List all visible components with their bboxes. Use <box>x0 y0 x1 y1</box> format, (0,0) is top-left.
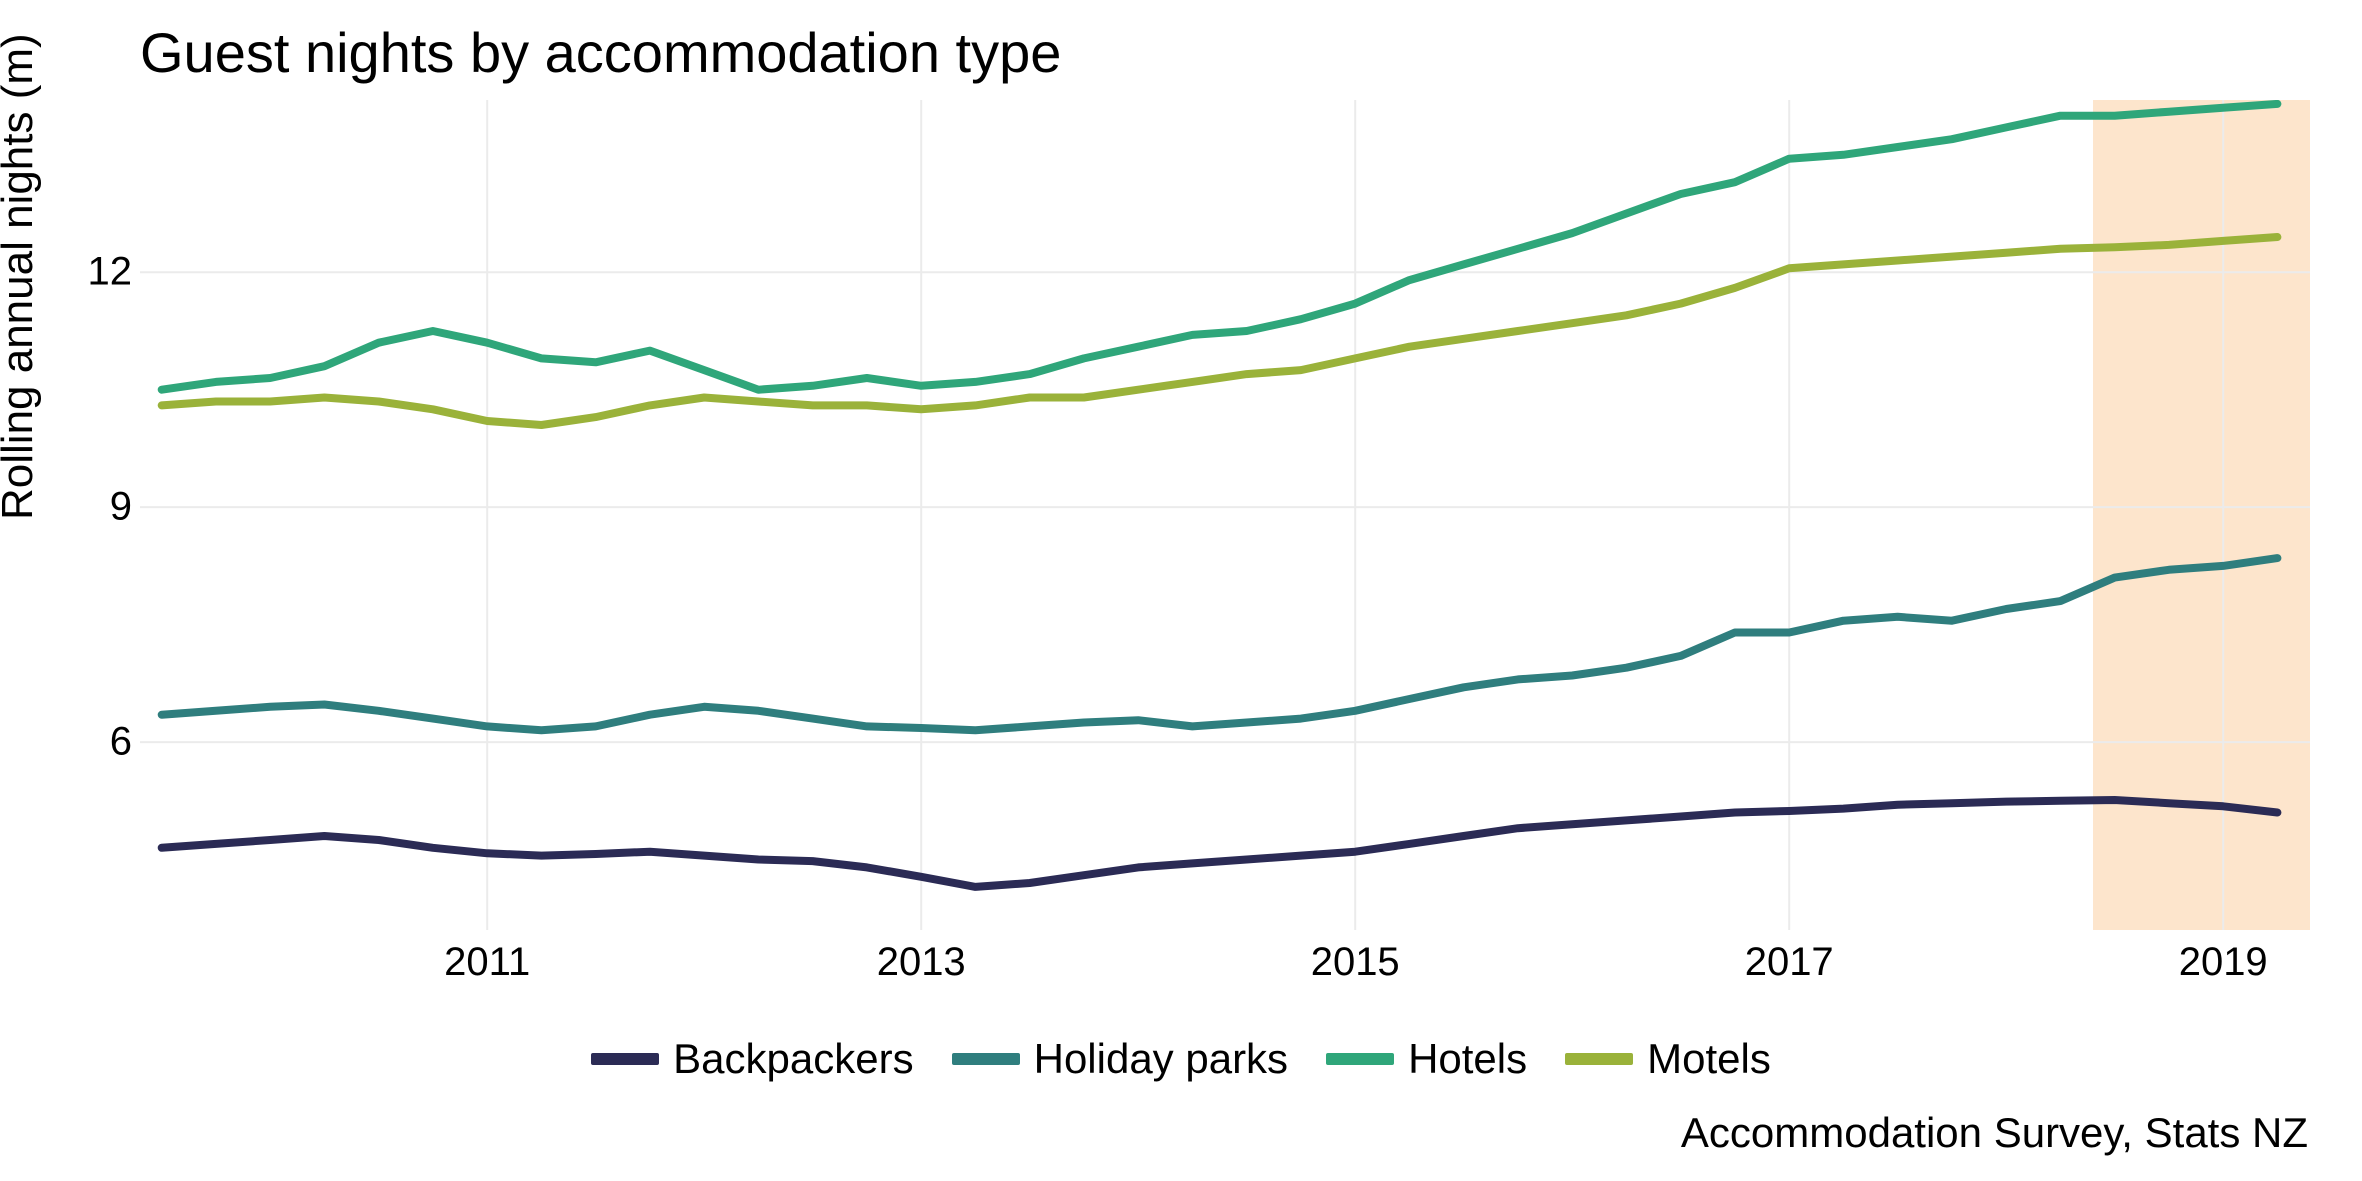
x-tick-label: 2013 <box>877 940 966 985</box>
plot-area <box>140 100 2310 930</box>
chart-caption: Accommodation Survey, Stats NZ <box>1681 1109 2308 1157</box>
legend-item: Holiday parks <box>952 1035 1288 1083</box>
legend-swatch <box>1565 1053 1633 1065</box>
legend-swatch <box>1326 1053 1394 1065</box>
legend-label: Hotels <box>1408 1035 1527 1083</box>
legend: Backpackers Holiday parks Hotels Motels <box>0 1035 2362 1083</box>
y-tick-label: 6 <box>110 720 132 765</box>
legend-item: Hotels <box>1326 1035 1527 1083</box>
legend-label: Motels <box>1647 1035 1771 1083</box>
x-tick-label: 2019 <box>2179 940 2268 985</box>
legend-label: Backpackers <box>673 1035 913 1083</box>
series-line <box>162 558 2278 730</box>
chart-title: Guest nights by accommodation type <box>140 20 1061 85</box>
x-tick-label: 2015 <box>1311 940 1400 985</box>
legend-label: Holiday parks <box>1034 1035 1288 1083</box>
legend-swatch <box>952 1053 1020 1065</box>
legend-swatch <box>591 1053 659 1065</box>
x-tick-label: 2011 <box>444 940 530 985</box>
y-axis-label: Rolling annual nights (m) <box>0 33 43 520</box>
y-tick-label: 12 <box>88 250 133 295</box>
series-line <box>162 800 2278 887</box>
x-tick-label: 2017 <box>1745 940 1834 985</box>
legend-item: Motels <box>1565 1035 1771 1083</box>
chart-figure: Guest nights by accommodation type Rolli… <box>0 0 2362 1181</box>
series-line <box>162 104 2278 390</box>
legend-item: Backpackers <box>591 1035 913 1083</box>
y-tick-label: 9 <box>110 485 132 530</box>
